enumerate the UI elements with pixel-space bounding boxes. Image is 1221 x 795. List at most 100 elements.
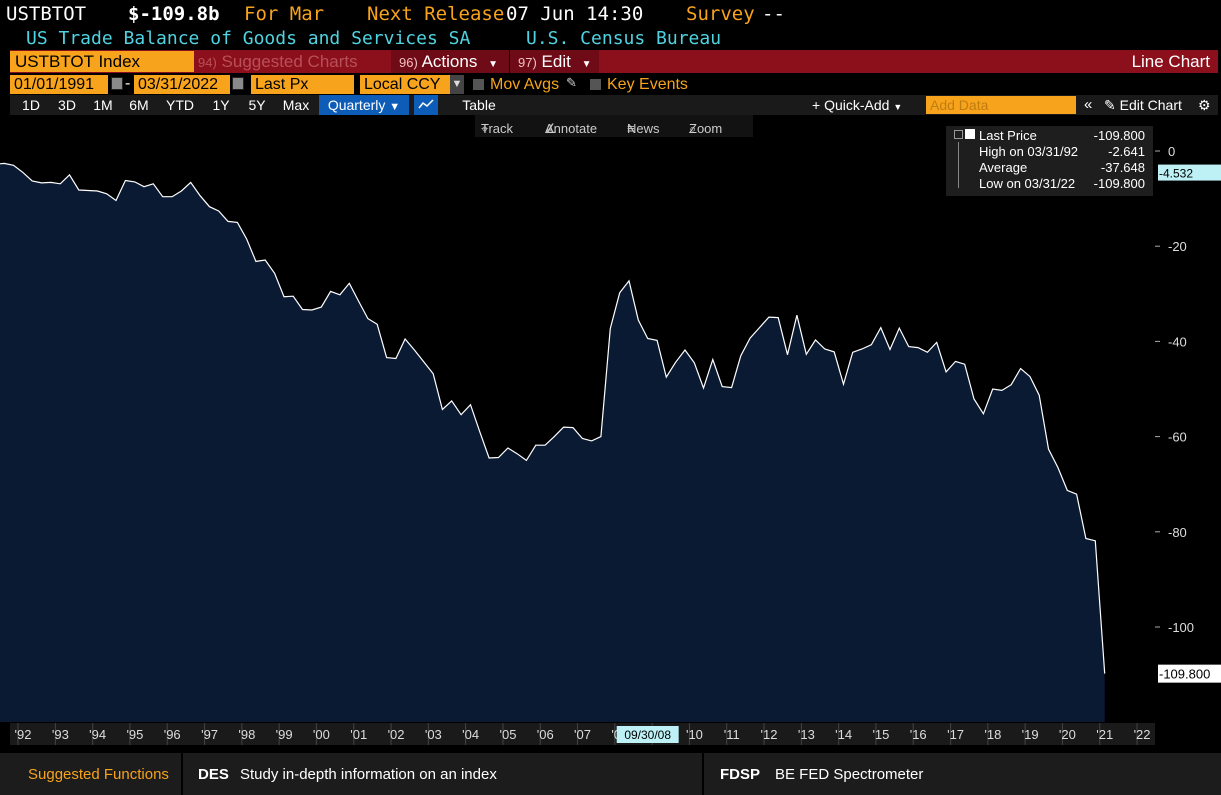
magnifier-icon: ⌕ [689,121,697,136]
legend-low-label: Low on 03/31/22 [979,176,1076,191]
period-1d[interactable]: 1D [22,97,40,113]
reference-value-box [1158,164,1221,181]
divider [702,753,704,795]
period-6m[interactable]: 6M [129,97,149,113]
period-max[interactable]: Max [282,97,310,113]
x-tick-label: '06 [537,727,554,742]
period-5y[interactable]: 5Y [248,97,266,113]
x-tick-label: '14 [835,727,852,742]
suggested-charts-label: Suggested Charts [221,52,358,71]
crosshair-date-box [616,726,679,743]
key-events-checkbox[interactable] [590,79,601,90]
ticker-symbol[interactable]: USTBTOT [6,3,87,25]
actions-number: 96) [399,55,418,70]
key-events-label[interactable]: Key Events [607,76,688,93]
x-tick-label: '98 [238,727,255,742]
date-separator: - [125,75,131,92]
divider [181,753,183,795]
description-text: US Trade Balance of Goods and Services S… [26,28,471,49]
chevron-down-icon: ▼ [488,59,498,70]
calendar-icon[interactable] [232,77,244,90]
last-value-label: -109.800 [1159,667,1210,682]
x-tick-label: '22 [1134,727,1151,742]
news-icon: ≡ [627,121,635,136]
next-release-label: Next Release [367,3,505,25]
quick-add-button[interactable]: + Quick-Add ▼ [812,95,902,115]
y-tick-label: -60 [1168,430,1187,445]
function-des-description[interactable]: Study in-depth information on an index [240,766,497,783]
table-button[interactable]: Table [462,97,496,113]
series-area-fill [0,163,1105,722]
period-bar: 1D 3D 1M 6M YTD 1Y 5Y Max Quarterly ▼ Ta… [10,95,1218,115]
function-fdsp-description[interactable]: BE FED Spectrometer [775,766,924,783]
mov-avgs-checkbox[interactable] [473,79,484,90]
crosshair-icon: ⌖ [481,121,489,136]
currency-select[interactable]: Local CCY [360,75,454,94]
x-tick-label: '18 [984,727,1001,742]
calendar-icon[interactable] [111,77,123,90]
chart-controls: 01/01/1991 - 03/31/2022 Last Px Local CC… [10,74,1218,94]
chevron-down-icon: ▼ [389,101,401,113]
x-tick-label: '02 [388,727,405,742]
mov-avgs-label[interactable]: Mov Avgs [490,76,560,93]
suggested-functions-label[interactable]: Suggested Functions [28,766,169,783]
pencil-icon: ✎ [1104,97,1116,113]
gear-icon[interactable]: ⚙ [1198,97,1211,113]
y-tick-label: -80 [1168,525,1187,540]
legend-last-label: Last Price [979,128,1037,143]
edit-chart-button[interactable]: ✎ Edit Chart [1104,95,1182,115]
chevron-down-icon: ▼ [893,102,903,112]
x-tick-label: '15 [872,727,889,742]
x-tick-label: '94 [89,727,106,742]
x-axis-bar [10,723,1155,745]
security-header: USTBTOT $-109.8b For Mar Next Release 07… [0,0,1221,28]
end-date-input[interactable]: 03/31/2022 [134,75,230,94]
chart-toolbar: USTBTOT Index 94) Suggested Charts 96) A… [10,50,1218,73]
chart-type-label[interactable]: Line Chart [1131,52,1210,71]
collapse-icon[interactable]: « [1084,96,1093,113]
actions-menu[interactable]: 96) Actions ▼ [391,50,509,73]
suggested-functions-bar: Suggested Functions DES Study in-depth i… [0,753,1221,795]
x-tick-label: '07 [574,727,591,742]
x-tick-label: '99 [276,727,293,742]
frequency-label: Quarterly [327,97,386,113]
chart-area[interactable]: 0 -20 -40 -60 -80 -100 -4.532 -109.800 '92 '93 '94… [0,0,1221,753]
legend-high-value: -2.641 [1108,144,1145,159]
legend-high-label: High on 03/31/92 [979,144,1079,159]
period-1y[interactable]: 1Y [212,97,230,113]
news-label: News [627,121,660,136]
period-ytd[interactable]: YTD [166,97,194,113]
line-chart-icon[interactable] [414,95,438,115]
x-tick-label: '20 [1059,727,1076,742]
frequency-select[interactable]: Quarterly ▼ [319,95,409,115]
reference-value-label: -4.532 [1159,167,1193,181]
period-3d[interactable]: 3D [58,97,76,113]
y-tick-label: -20 [1168,239,1187,254]
track-label: Track [481,121,514,136]
last-value: $-109.8b [128,3,220,25]
suggested-charts-button[interactable]: 94) Suggested Charts [198,50,391,73]
legend-last-value: -109.800 [1093,128,1145,143]
x-tick-label: '00 [313,727,330,742]
x-tick-label: '19 [1022,727,1039,742]
function-des-code[interactable]: DES [198,766,229,783]
chevron-down-icon[interactable]: ▼ [450,75,464,94]
series-line [0,162,1106,674]
x-tick-label: '17 [947,727,964,742]
start-date-input[interactable]: 01/01/1991 [10,75,108,94]
legend-collapse-icon[interactable] [954,130,963,139]
x-tick-label: '11 [724,727,740,742]
x-tick-label: '13 [798,727,815,742]
x-tick-label: '03 [425,727,442,742]
suggested-charts-number: 94) [198,55,217,70]
edit-menu[interactable]: 97) Edit ▼ [509,50,599,73]
pencil-icon[interactable]: ✎ [566,75,577,90]
security-description: US Trade Balance of Goods and Services S… [0,28,1221,50]
security-input[interactable]: USTBTOT Index [10,51,194,72]
field-select[interactable]: Last Px [251,75,354,94]
add-data-input[interactable]: Add Data [926,96,1076,114]
period-1m[interactable]: 1M [93,97,113,113]
function-fdsp-code[interactable]: FDSP [720,766,761,783]
legend-low-value: -109.800 [1093,176,1145,191]
x-tick-label: '05 [500,727,517,742]
